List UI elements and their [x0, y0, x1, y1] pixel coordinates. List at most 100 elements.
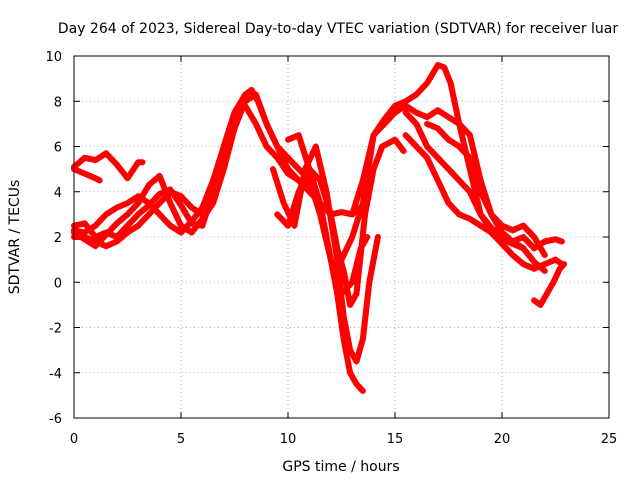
y-tick-label: 10 [45, 50, 62, 65]
data-point-marker [356, 347, 363, 354]
data-point-marker [223, 157, 230, 164]
data-point-marker [342, 248, 349, 255]
data-point-marker [290, 205, 297, 212]
data-point-marker [450, 94, 457, 101]
data-point-marker [374, 237, 381, 244]
data-point-marker [166, 197, 173, 204]
data-point-marker [258, 132, 265, 139]
data-point-marker [317, 180, 324, 187]
plot-frame [73, 55, 610, 419]
data-point-marker [223, 135, 230, 142]
data-point-marker [223, 154, 230, 161]
data-point-marker [266, 126, 273, 133]
data-point-marker [270, 166, 277, 173]
data-point-marker [321, 191, 328, 198]
data-point-marker [352, 222, 359, 229]
data-point-marker [113, 204, 120, 211]
data-point-marker [420, 135, 427, 142]
data-point-marker [317, 161, 324, 168]
data-point-marker [175, 192, 182, 199]
data-point-marker [350, 205, 357, 212]
data-point-marker [314, 152, 321, 159]
data-point-marker [172, 211, 179, 218]
data-point-marker [335, 250, 342, 257]
data-point-marker [199, 204, 206, 211]
data-point-marker [252, 91, 259, 98]
data-point-marker [314, 191, 321, 198]
data-point-marker [520, 261, 527, 268]
data-point-marker [254, 123, 261, 130]
data-point-marker [303, 157, 310, 164]
data-point-marker [392, 102, 398, 109]
series-group [71, 62, 568, 394]
data-point-marker [222, 160, 229, 167]
data-point-marker [536, 263, 543, 270]
data-point-marker [270, 168, 277, 175]
data-point-marker [394, 101, 401, 108]
data-point-marker [288, 211, 295, 218]
data-point-marker [316, 197, 323, 204]
data-point-marker [272, 140, 279, 147]
data-point-marker [226, 145, 233, 152]
data-point-marker [319, 185, 326, 192]
data-point-marker [350, 228, 357, 235]
data-point-marker [398, 145, 405, 152]
data-point-marker [302, 154, 309, 161]
data-point-marker [119, 202, 126, 209]
data-point-marker [298, 183, 305, 190]
data-point-marker [171, 208, 178, 215]
data-point-marker [309, 177, 316, 184]
data-point-marker [484, 202, 491, 209]
data-point-marker [205, 188, 212, 195]
data-point-marker [285, 222, 291, 229]
data-point-marker [440, 188, 447, 195]
data-point-marker [299, 143, 306, 150]
chart-title: Day 264 of 2023, Sidereal Day-to-day VTE… [58, 21, 619, 37]
y-tick-label: 8 [54, 95, 62, 110]
data-point-marker [315, 194, 322, 201]
y-tick-label: -6 [49, 412, 62, 427]
data-point-marker [87, 236, 94, 243]
data-point-marker [349, 276, 356, 283]
data-point-marker [426, 122, 433, 129]
data-point-marker [429, 123, 436, 130]
data-point-marker [414, 123, 421, 130]
data-point-marker [434, 177, 441, 184]
data-point-marker [466, 154, 473, 161]
data-point-marker [358, 205, 365, 212]
data-point-marker [338, 256, 345, 263]
data-point-marker [451, 97, 458, 104]
data-point-marker [326, 205, 333, 212]
x-tick-label: 5 [177, 432, 185, 447]
data-point-marker [290, 134, 297, 141]
data-point-marker [287, 135, 294, 142]
data-point-marker [295, 132, 302, 139]
data-point-marker [544, 260, 551, 267]
data-point-marker [436, 180, 443, 187]
data-point-marker [275, 183, 282, 190]
data-point-marker [217, 154, 224, 161]
data-point-marker [350, 208, 357, 215]
data-point-marker [280, 200, 287, 207]
data-point-marker [364, 156, 371, 163]
data-point-marker [276, 185, 283, 192]
data-point-marker [302, 174, 309, 181]
data-point-marker [471, 150, 478, 157]
data-point-marker [156, 191, 163, 198]
data-point-marker [541, 261, 548, 268]
data-point-marker [512, 226, 519, 233]
data-point-marker [466, 132, 473, 139]
data-point-marker [262, 140, 269, 147]
data-point-marker [268, 132, 275, 139]
data-point-marker [418, 111, 425, 118]
data-point-marker [351, 225, 358, 232]
data-point-marker [558, 263, 565, 270]
data-point-marker [416, 126, 423, 133]
data-point-marker [314, 149, 321, 156]
data-point-marker [368, 141, 375, 148]
data-point-marker [227, 139, 234, 146]
data-point-marker [359, 177, 366, 184]
data-point-marker [551, 276, 558, 283]
data-point-marker [360, 174, 367, 181]
data-point-marker [214, 185, 221, 192]
